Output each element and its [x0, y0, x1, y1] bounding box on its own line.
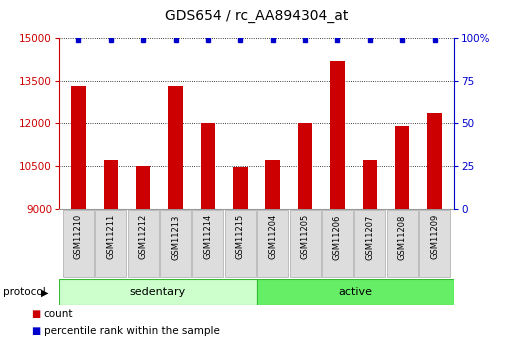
FancyBboxPatch shape — [387, 210, 418, 277]
Bar — [395, 126, 409, 209]
Text: active: active — [338, 287, 372, 297]
Text: GSM11214: GSM11214 — [204, 214, 212, 259]
Text: ■: ■ — [31, 326, 41, 335]
Bar — [201, 123, 215, 209]
Text: GSM11212: GSM11212 — [139, 214, 148, 259]
Text: GSM11207: GSM11207 — [365, 214, 374, 260]
Bar — [298, 123, 312, 209]
Bar — [71, 86, 86, 209]
FancyBboxPatch shape — [419, 210, 450, 277]
Bar — [104, 160, 118, 209]
Text: protocol: protocol — [3, 287, 45, 297]
Text: GSM11215: GSM11215 — [236, 214, 245, 259]
Text: GSM11213: GSM11213 — [171, 214, 180, 260]
FancyBboxPatch shape — [289, 210, 321, 277]
FancyBboxPatch shape — [225, 210, 256, 277]
Bar — [427, 114, 442, 209]
Text: ■: ■ — [31, 309, 41, 319]
Bar — [330, 61, 345, 209]
Text: GDS654 / rc_AA894304_at: GDS654 / rc_AA894304_at — [165, 9, 348, 23]
FancyBboxPatch shape — [95, 210, 126, 277]
FancyBboxPatch shape — [128, 210, 159, 277]
Bar — [265, 160, 280, 209]
FancyBboxPatch shape — [63, 210, 94, 277]
FancyBboxPatch shape — [354, 210, 385, 277]
Text: GSM11205: GSM11205 — [301, 214, 309, 259]
FancyBboxPatch shape — [257, 210, 288, 277]
FancyBboxPatch shape — [160, 210, 191, 277]
Text: GSM11208: GSM11208 — [398, 214, 407, 260]
Text: GSM11206: GSM11206 — [333, 214, 342, 260]
Bar — [59, 279, 256, 305]
Text: sedentary: sedentary — [130, 287, 186, 297]
Text: ▶: ▶ — [41, 287, 48, 297]
Bar — [233, 167, 248, 209]
FancyBboxPatch shape — [322, 210, 353, 277]
FancyBboxPatch shape — [192, 210, 224, 277]
Bar — [256, 279, 454, 305]
Text: GSM11209: GSM11209 — [430, 214, 439, 259]
Bar — [363, 160, 377, 209]
Text: count: count — [44, 309, 73, 319]
Text: GSM11211: GSM11211 — [106, 214, 115, 259]
Bar — [168, 86, 183, 209]
Text: GSM11210: GSM11210 — [74, 214, 83, 259]
Text: GSM11204: GSM11204 — [268, 214, 277, 259]
Text: percentile rank within the sample: percentile rank within the sample — [44, 326, 220, 335]
Bar — [136, 166, 150, 209]
